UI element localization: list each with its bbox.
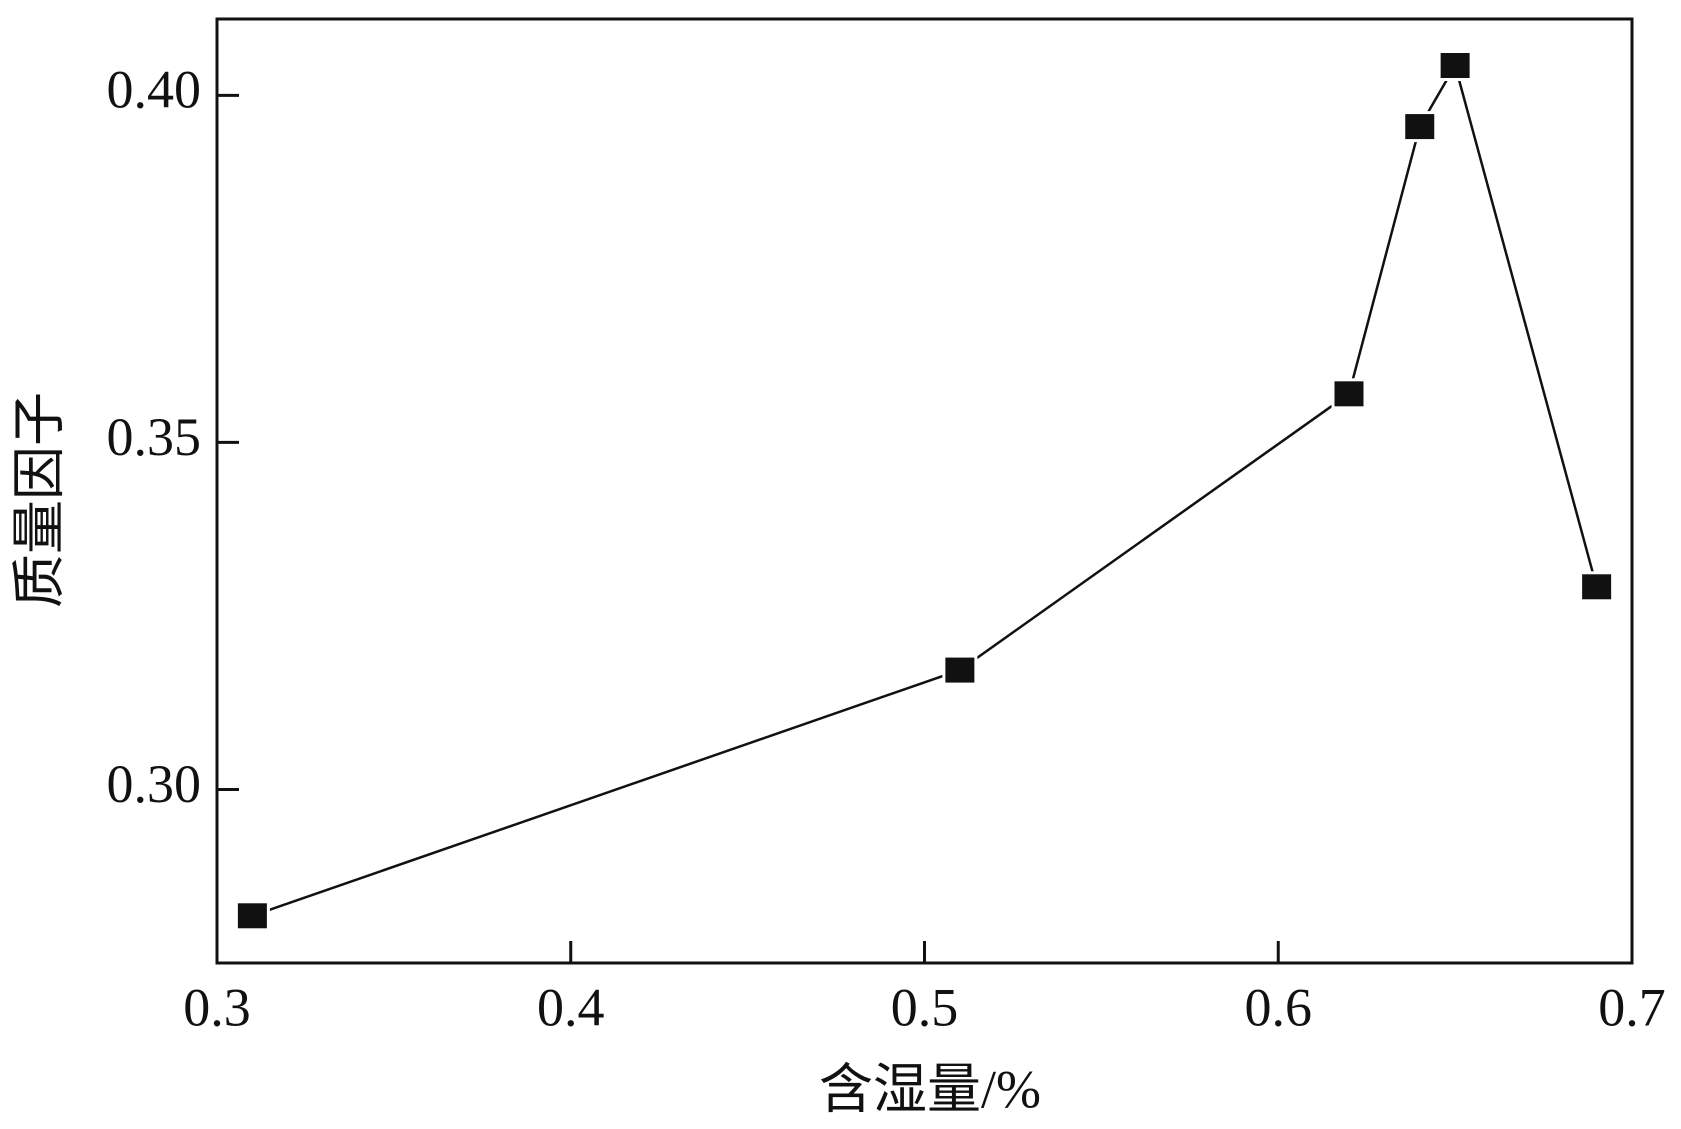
point-marker: [1437, 50, 1473, 82]
x-tick-label: 0.6: [1245, 977, 1313, 1037]
point-marker: [234, 900, 270, 932]
x-axis-label: 含湿量/%: [819, 1059, 1041, 1119]
point-marker: [1579, 571, 1615, 603]
x-tick-label: 0.7: [1598, 977, 1666, 1037]
point-marker: [1402, 111, 1438, 143]
x-tick-label: 0.4: [537, 977, 605, 1037]
y-tick-label: 0.30: [107, 754, 202, 814]
plot-frame: [215, 17, 1634, 965]
point-marker: [1331, 378, 1367, 410]
data-line: [251, 62, 1598, 917]
x-tick-label: 0.5: [891, 977, 959, 1037]
point-marker: [942, 654, 978, 686]
y-axis-label: 质量因子: [9, 392, 69, 608]
y-tick-label: 0.35: [107, 407, 202, 467]
x-tick-label: 0.3: [183, 977, 251, 1037]
y-tick-label: 0.40: [107, 60, 202, 120]
